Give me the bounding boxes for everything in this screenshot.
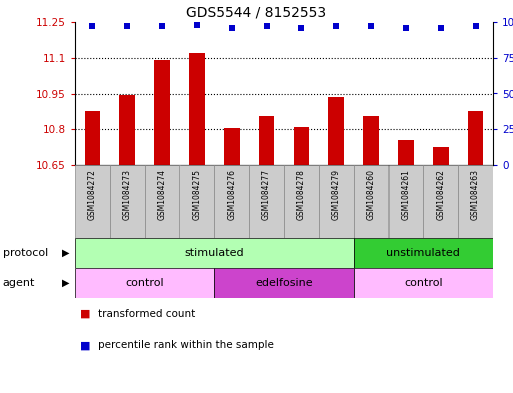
Point [158, 23, 166, 29]
Bar [110, 165, 145, 238]
Bar [468, 111, 483, 165]
Text: GSM1084262: GSM1084262 [436, 169, 445, 220]
Bar [180, 165, 214, 238]
Point [402, 25, 410, 31]
Bar [388, 165, 423, 238]
Point [332, 23, 340, 29]
Text: stimulated: stimulated [185, 248, 244, 258]
Text: GSM1084261: GSM1084261 [401, 169, 410, 220]
Text: control: control [125, 278, 164, 288]
Point [471, 23, 480, 29]
Bar [259, 116, 274, 165]
Bar [458, 165, 493, 238]
Text: transformed count: transformed count [98, 309, 195, 319]
Bar [398, 140, 414, 165]
Point [263, 23, 271, 29]
Bar [189, 53, 205, 165]
Bar [284, 165, 319, 238]
Bar [85, 111, 100, 165]
Text: GSM1084272: GSM1084272 [88, 169, 97, 220]
Bar [319, 165, 353, 238]
Bar [214, 268, 353, 298]
Text: GSM1084277: GSM1084277 [262, 169, 271, 220]
Text: agent: agent [3, 278, 35, 288]
Point [228, 25, 236, 31]
Point [298, 25, 306, 31]
Text: GSM1084263: GSM1084263 [471, 169, 480, 220]
Text: edelfosine: edelfosine [255, 278, 313, 288]
Point [88, 23, 96, 29]
Text: ▶: ▶ [63, 248, 70, 258]
Bar [145, 165, 180, 238]
Bar [353, 238, 493, 268]
Bar [353, 268, 493, 298]
Point [123, 23, 131, 29]
Text: control: control [404, 278, 443, 288]
Text: ▶: ▶ [63, 278, 70, 288]
Point [367, 23, 375, 29]
Bar [433, 147, 448, 165]
Bar [224, 128, 240, 165]
Bar [75, 268, 214, 298]
Text: percentile rank within the sample: percentile rank within the sample [98, 340, 274, 350]
Text: GDS5544 / 8152553: GDS5544 / 8152553 [186, 5, 327, 19]
Bar [214, 165, 249, 238]
Point [437, 25, 445, 31]
Bar [75, 165, 110, 238]
Bar [363, 116, 379, 165]
Text: GSM1084275: GSM1084275 [192, 169, 202, 220]
Point [193, 22, 201, 28]
Text: GSM1084276: GSM1084276 [227, 169, 236, 220]
Bar [249, 165, 284, 238]
Text: ■: ■ [80, 309, 91, 319]
Text: GSM1084279: GSM1084279 [332, 169, 341, 220]
Bar [423, 165, 458, 238]
Text: GSM1084273: GSM1084273 [123, 169, 132, 220]
Text: unstimulated: unstimulated [386, 248, 460, 258]
Text: GSM1084260: GSM1084260 [367, 169, 376, 220]
Text: GSM1084274: GSM1084274 [157, 169, 167, 220]
Bar [154, 60, 170, 165]
Bar [353, 165, 388, 238]
Bar [120, 95, 135, 165]
Text: GSM1084278: GSM1084278 [297, 169, 306, 220]
Bar [328, 97, 344, 165]
Bar [75, 238, 353, 268]
Bar [293, 127, 309, 165]
Text: ■: ■ [80, 340, 91, 350]
Text: protocol: protocol [3, 248, 48, 258]
